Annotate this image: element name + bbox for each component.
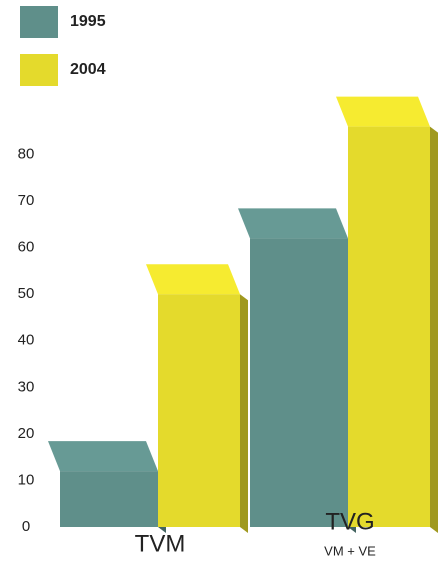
y-tick-label: 60 bbox=[18, 239, 35, 256]
bar-side bbox=[240, 294, 248, 533]
legend-label: 2004 bbox=[70, 61, 106, 78]
legend-swatch bbox=[20, 54, 58, 86]
bar bbox=[60, 471, 158, 527]
bar bbox=[250, 238, 348, 527]
legend-label: 1995 bbox=[70, 13, 106, 30]
y-tick-label: 30 bbox=[18, 378, 35, 395]
y-tick-label: 50 bbox=[18, 285, 35, 302]
bar bbox=[348, 126, 430, 527]
y-tick-label: 10 bbox=[18, 471, 35, 488]
x-tick-sublabel: VM + VE bbox=[324, 543, 376, 558]
bar-top bbox=[336, 96, 430, 127]
y-tick-label: 80 bbox=[18, 146, 35, 163]
bar bbox=[158, 294, 240, 527]
x-tick-label: TVM bbox=[135, 530, 186, 557]
y-tick-label: 0 bbox=[22, 518, 30, 535]
bar-top bbox=[146, 264, 240, 295]
y-tick-label: 70 bbox=[18, 192, 35, 209]
bar-side bbox=[430, 126, 438, 533]
y-tick-label: 20 bbox=[18, 425, 35, 442]
bar-top bbox=[238, 208, 348, 239]
bar-top bbox=[48, 441, 158, 472]
x-tick-label: TVG bbox=[325, 508, 374, 535]
legend-swatch bbox=[20, 6, 58, 38]
y-tick-label: 40 bbox=[18, 332, 35, 349]
